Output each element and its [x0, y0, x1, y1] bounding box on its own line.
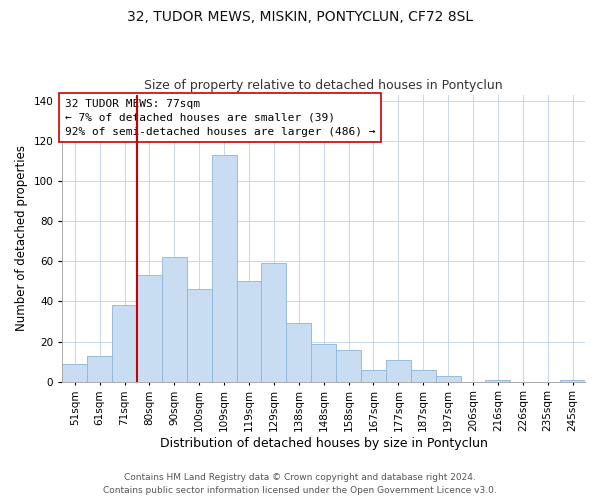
Bar — [411, 370, 436, 382]
Text: Contains HM Land Registry data © Crown copyright and database right 2024.
Contai: Contains HM Land Registry data © Crown c… — [103, 474, 497, 495]
Y-axis label: Number of detached properties: Number of detached properties — [15, 145, 28, 331]
Text: 32 TUDOR MEWS: 77sqm
← 7% of detached houses are smaller (39)
92% of semi-detach: 32 TUDOR MEWS: 77sqm ← 7% of detached ho… — [65, 98, 376, 136]
Bar — [336, 350, 361, 382]
Bar — [162, 257, 187, 382]
Bar — [212, 155, 236, 382]
X-axis label: Distribution of detached houses by size in Pontyclun: Distribution of detached houses by size … — [160, 437, 488, 450]
Bar — [436, 376, 461, 382]
Bar — [87, 356, 112, 382]
Bar — [137, 276, 162, 382]
Bar — [485, 380, 511, 382]
Bar — [187, 290, 212, 382]
Bar — [112, 306, 137, 382]
Bar — [560, 380, 585, 382]
Bar — [311, 344, 336, 382]
Title: Size of property relative to detached houses in Pontyclun: Size of property relative to detached ho… — [145, 79, 503, 92]
Bar — [286, 324, 311, 382]
Text: 32, TUDOR MEWS, MISKIN, PONTYCLUN, CF72 8SL: 32, TUDOR MEWS, MISKIN, PONTYCLUN, CF72 … — [127, 10, 473, 24]
Bar — [361, 370, 386, 382]
Bar — [386, 360, 411, 382]
Bar — [262, 263, 286, 382]
Bar — [62, 364, 87, 382]
Bar — [236, 282, 262, 382]
